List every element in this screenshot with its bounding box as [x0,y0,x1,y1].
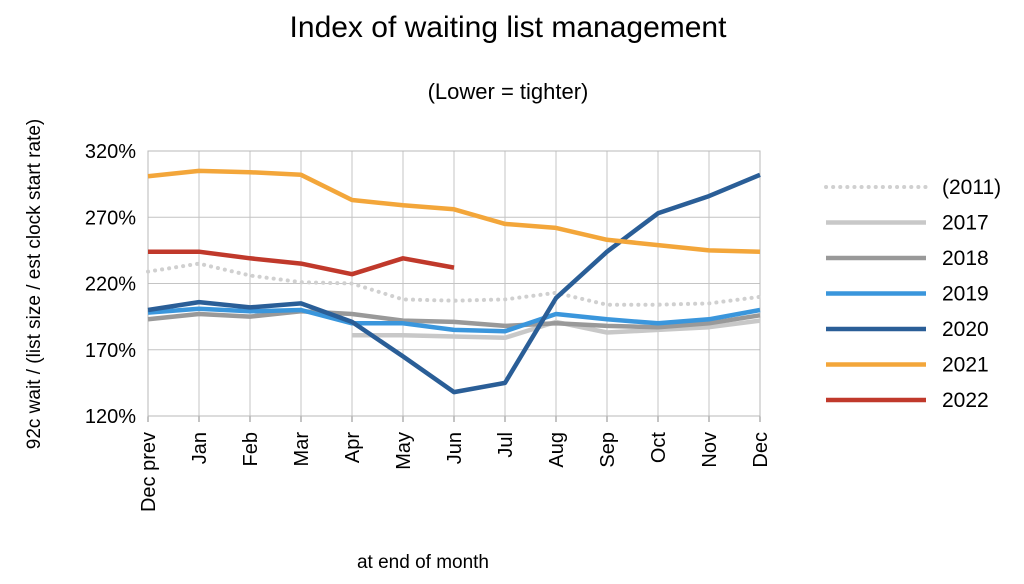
x-tick-label: Dec [750,432,772,468]
legend-label-2022: 2022 [942,389,989,412]
legend: (2011) 2017 2018 2019 2020 2021 2022 [824,176,1001,412]
series-line-2011 [146,261,762,307]
legend-label-2021: 2021 [942,354,989,377]
x-tick-label: Jan [189,432,211,464]
plot-area: 120% 170% 220% 270% 320% Dec prev Jan Feb Mar Apr… [85,141,772,512]
series-line-2021 [147,168,761,254]
series-line-2020 [147,172,761,395]
x-axis-title: at end of month [357,552,489,573]
y-tick-label: 120% [85,406,136,428]
y-tick-label: 320% [85,141,136,163]
x-tick-label: Oct [648,432,670,464]
x-tick-label: Jun [444,432,466,464]
x-tick-label: Aug [546,432,568,468]
x-tick-label: Sep [597,432,619,468]
x-tick-label: Mar [291,432,313,467]
legend-label-2019: 2019 [942,283,989,306]
y-tick-label: 170% [85,340,136,362]
legend-label-2020: 2020 [942,318,989,341]
chart-title: Index of waiting list management [290,11,728,44]
y-tick-label: 220% [85,274,136,296]
x-tick-label: Dec prev [138,432,160,512]
y-axis-title: 92c wait / (list size / est clock start … [24,119,45,449]
legend-label-2017: 2017 [942,212,989,235]
chart-subtitle: (Lower = tighter) [428,79,589,104]
x-tick-label: Nov [699,432,721,468]
x-tick-label: Feb [240,432,262,466]
series-line-2019 [147,306,761,334]
x-tick-label: Apr [342,432,364,463]
x-tick-label: Jul [495,432,517,458]
plot-border [147,150,761,417]
legend-label-2018: 2018 [942,247,989,270]
series-line-2018 [147,309,761,330]
legend-label-2011: (2011) [942,176,1001,199]
series-line-2022 [148,249,455,277]
x-tick-label: May [393,432,415,470]
y-tick-label: 270% [85,207,136,229]
